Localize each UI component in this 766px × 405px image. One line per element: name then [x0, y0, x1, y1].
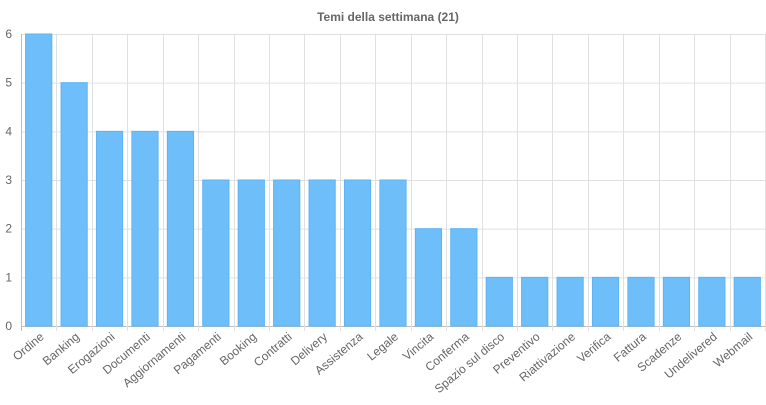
bar[interactable] — [343, 179, 372, 327]
bar[interactable] — [379, 179, 407, 327]
x-tick-label: Contratti — [251, 330, 295, 370]
bar[interactable] — [237, 179, 265, 327]
bars — [25, 33, 761, 327]
chart-title: Temi della settimana (21) — [317, 10, 459, 24]
y-tick-label: 1 — [5, 270, 12, 284]
bar[interactable] — [556, 276, 584, 327]
x-tick-label: Webmail — [711, 330, 756, 371]
bar[interactable] — [627, 276, 655, 327]
bar[interactable] — [308, 179, 336, 327]
y-tick-label: 4 — [5, 124, 12, 138]
bar[interactable] — [273, 179, 301, 327]
bar[interactable] — [131, 130, 159, 327]
bar[interactable] — [25, 33, 53, 327]
bar[interactable] — [485, 276, 513, 327]
bar[interactable] — [95, 130, 124, 327]
y-tick-label: 6 — [5, 27, 12, 41]
bar[interactable] — [662, 276, 691, 327]
y-tick-label: 3 — [5, 173, 12, 187]
y-tick-label: 0 — [5, 319, 12, 333]
x-axis-ticks: OrdineBankingErogazioniDocumentiAggiorna… — [10, 329, 755, 396]
y-tick-label: 2 — [5, 222, 12, 236]
y-axis-ticks: 0 1 2 3 4 5 6 — [5, 27, 12, 333]
bar[interactable] — [591, 276, 620, 327]
bar[interactable] — [202, 179, 230, 327]
bar[interactable] — [450, 228, 478, 327]
x-tick-label: Verifica — [574, 329, 613, 365]
bar[interactable] — [733, 276, 761, 327]
x-tick-label: Legale — [364, 329, 401, 363]
bar[interactable] — [60, 82, 88, 327]
y-tick-label: 5 — [5, 76, 12, 90]
bar[interactable] — [166, 130, 195, 327]
bar[interactable] — [414, 228, 443, 327]
bar[interactable] — [521, 276, 549, 327]
bar[interactable] — [698, 276, 726, 327]
